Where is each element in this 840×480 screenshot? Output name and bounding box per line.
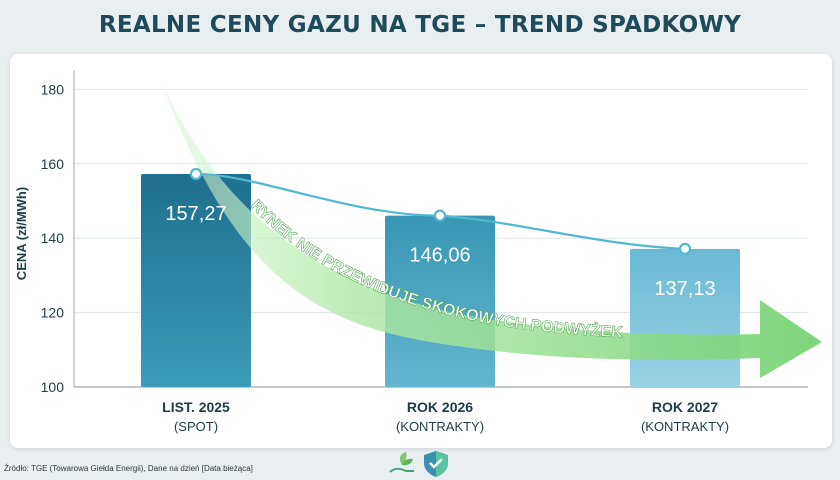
- x-tick-label: LIST. 2025: [162, 399, 230, 415]
- bar: [630, 248, 740, 387]
- y-tick-label: 160: [41, 156, 65, 172]
- shield-check-icon: [424, 451, 448, 477]
- x-tick-label: ROK 2027: [652, 399, 718, 415]
- bar-value-label: 137,13: [654, 278, 715, 300]
- bar-value-label: 146,06: [409, 245, 470, 267]
- y-tick-label: 180: [41, 81, 65, 97]
- bar: [141, 173, 251, 387]
- y-tick-label: 140: [41, 230, 65, 246]
- x-tick-sublabel: (KONTRAKTY): [641, 419, 729, 434]
- footer-icons: [389, 451, 448, 477]
- bar-value-label: 157,27: [165, 203, 226, 225]
- y-tick-label: 120: [41, 305, 65, 321]
- trend-point: [189, 167, 203, 181]
- plant-hand-icon: [389, 452, 414, 473]
- x-tick-sublabel: (SPOT): [174, 419, 218, 434]
- trend-point: [433, 209, 447, 222]
- y-axis-title: CENA (zł/MWh): [14, 187, 29, 280]
- source-note: Źródło: TGE (Towarowa Giełda Energii), D…: [4, 464, 253, 473]
- x-tick-label: ROK 2026: [407, 399, 473, 415]
- chart-title: REALNE CENY GAZU NA TGE – TREND SPADKOWY: [98, 12, 742, 38]
- x-tick-sublabel: (KONTRAKTY): [396, 419, 484, 434]
- y-tick-label: 100: [41, 379, 65, 395]
- trend-point: [678, 242, 692, 255]
